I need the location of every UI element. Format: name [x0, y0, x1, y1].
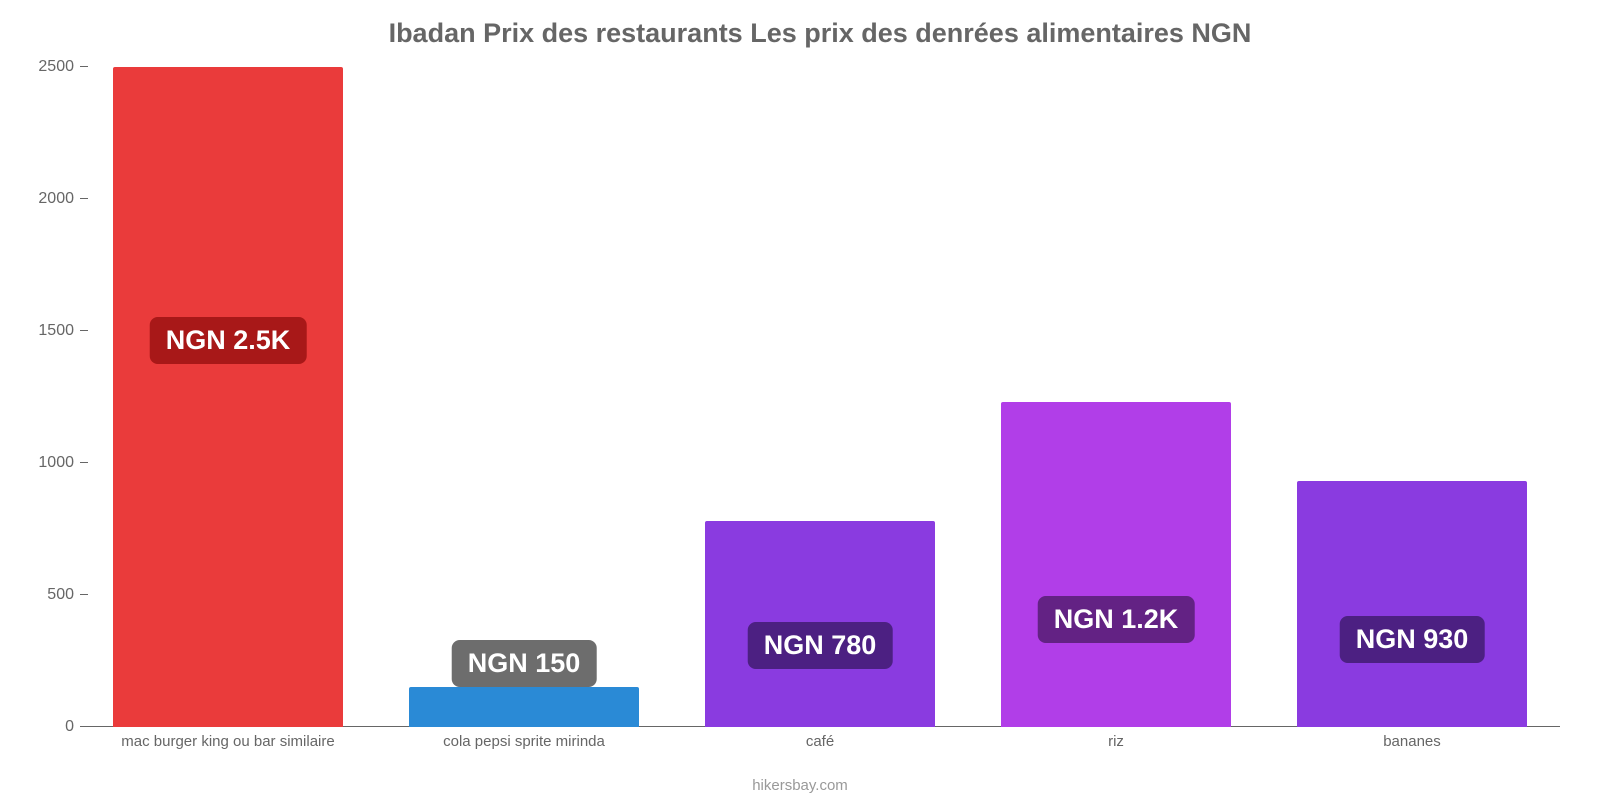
y-tick-label: 2500 [38, 58, 74, 76]
y-tick-label: 2000 [38, 190, 74, 208]
bar-slot: NGN 2.5K [80, 67, 376, 727]
y-tick-label: 1000 [38, 454, 74, 472]
bar: NGN 2.5K [113, 67, 344, 727]
x-axis-label: bananes [1264, 733, 1560, 750]
x-axis-label: café [672, 733, 968, 750]
value-badge: NGN 1.2K [1038, 596, 1195, 643]
y-tick-mark [80, 330, 88, 331]
value-badge: NGN 780 [748, 622, 893, 669]
x-axis-label: mac burger king ou bar similaire [80, 733, 376, 750]
bar: NGN 1.2K [1001, 402, 1232, 727]
bar-slot: NGN 1.2K [968, 67, 1264, 727]
price-bar-chart: Ibadan Prix des restaurants Les prix des… [0, 0, 1600, 800]
chart-credit: hikersbay.com [0, 777, 1600, 794]
x-axis-label: riz [968, 733, 1264, 750]
bar-slot: NGN 930 [1264, 67, 1560, 727]
chart-title: Ibadan Prix des restaurants Les prix des… [80, 10, 1560, 67]
bar: NGN 150 [409, 687, 640, 727]
plot-area: 05001000150020002500 NGN 2.5KNGN 150NGN … [80, 67, 1560, 727]
value-badge: NGN 930 [1340, 616, 1485, 663]
y-tick-mark [80, 726, 88, 727]
y-axis: 05001000150020002500 [30, 67, 80, 727]
y-tick-label: 1500 [38, 322, 74, 340]
value-badge: NGN 2.5K [150, 317, 307, 364]
value-badge: NGN 150 [452, 640, 597, 687]
bars-container: NGN 2.5K NGN 150 NGN 780 NGN 1.2K NGN 930 [80, 67, 1560, 727]
y-tick-label: 500 [47, 586, 74, 604]
y-tick-mark [80, 462, 88, 463]
bar-slot: NGN 780 [672, 67, 968, 727]
x-axis-label: cola pepsi sprite mirinda [376, 733, 672, 750]
y-tick-mark [80, 198, 88, 199]
y-tick-mark [80, 594, 88, 595]
y-tick-mark [80, 66, 88, 67]
y-tick-label: 0 [65, 718, 74, 736]
bar: NGN 780 [705, 521, 936, 727]
bar-slot: NGN 150 [376, 67, 672, 727]
x-axis-labels: mac burger king ou bar similairecola pep… [80, 727, 1560, 750]
bar: NGN 930 [1297, 481, 1528, 727]
